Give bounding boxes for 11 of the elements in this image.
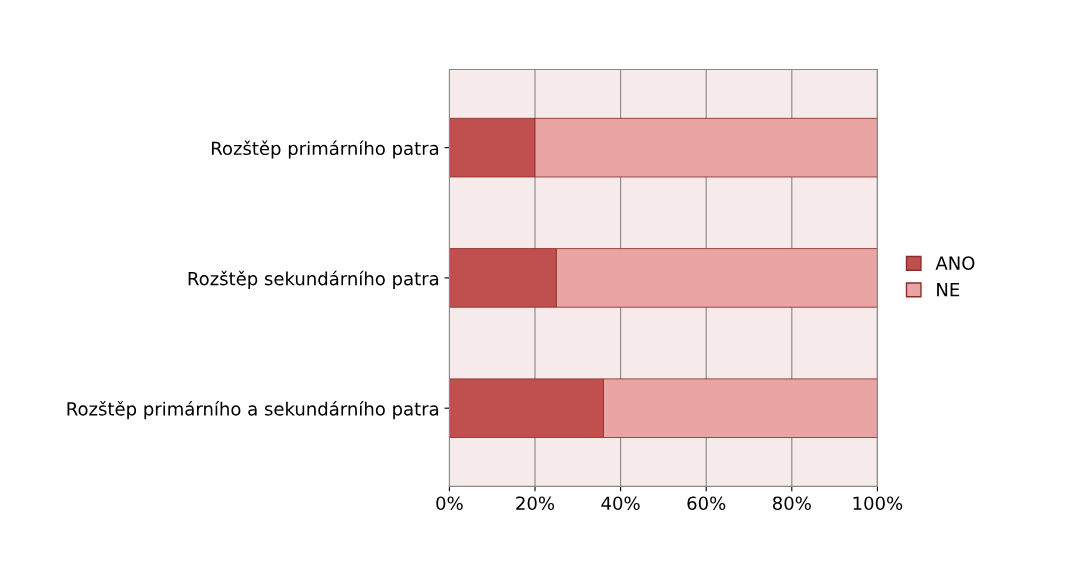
x-tick-label: 40% — [601, 496, 640, 511]
x-tick-label: 60% — [687, 496, 726, 511]
x-tick-label: 100% — [853, 496, 903, 511]
legend-label: ANO — [935, 256, 975, 270]
y-tick-label: Rozštěp sekundárního patra — [188, 270, 439, 289]
x-tick-label: 20% — [516, 496, 555, 511]
x-tick-label: 80% — [772, 496, 811, 511]
y-tick-label: Rozštěp primárního a sekundárního patra — [67, 400, 439, 420]
y-tick-label: Rozštěp primárního patra — [211, 140, 439, 159]
x-tick-label: 0% — [436, 496, 463, 511]
legend-label: NE — [937, 282, 960, 297]
